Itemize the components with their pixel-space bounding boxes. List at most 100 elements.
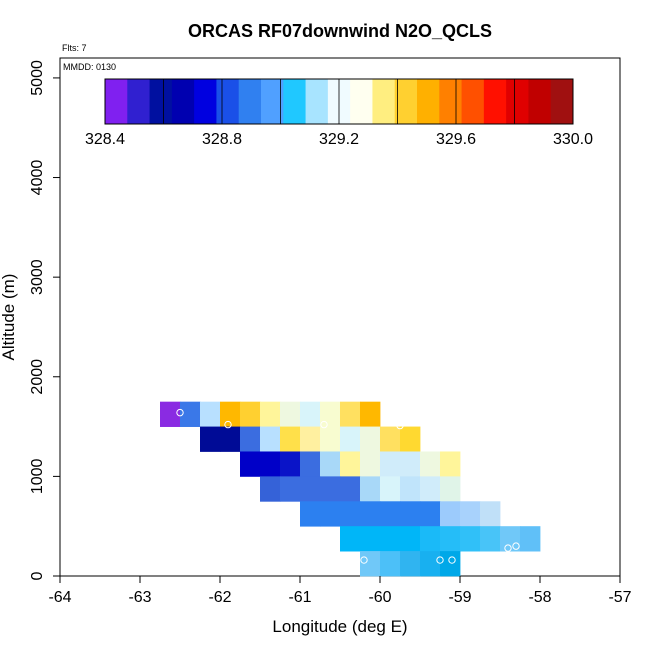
flight-track-points: [176, 408, 520, 564]
heatmap-cell: [380, 451, 401, 477]
heatmap-cell: [220, 401, 241, 427]
heatmap-cell: [380, 551, 401, 577]
colorbar-swatch: [417, 79, 440, 124]
heatmap-cell: [260, 476, 281, 502]
x-tick-label: -57: [608, 589, 631, 606]
colorbar-swatch: [506, 79, 529, 124]
colorbar-swatch: [394, 79, 418, 124]
heatmap-cell: [440, 551, 461, 577]
colorbar-border: [104, 78, 574, 125]
flight-point: [504, 544, 512, 552]
x-tick-label: -64: [48, 589, 71, 606]
heatmap-cell: [280, 401, 301, 427]
x-axis-label: Longitude (deg E): [272, 617, 407, 636]
heatmap-cell: [340, 476, 361, 502]
heatmap-cell: [260, 451, 281, 477]
heatmap-cell: [460, 501, 481, 527]
x-tick-label: -59: [448, 589, 471, 606]
colorbar-swatch: [528, 79, 552, 124]
flight-point: [448, 556, 456, 564]
heatmap-cell: [480, 501, 501, 527]
x-axis: -64 -63 -62 -61 -60 -59 -58 -57: [48, 576, 632, 606]
heatmap-cell: [300, 476, 321, 502]
heatmap-cell: [420, 501, 441, 527]
heatmap-cell: [300, 426, 321, 452]
heatmap-cell: [320, 501, 341, 527]
y-tick-label: 2000: [29, 359, 46, 395]
y-tick-label: 5000: [29, 60, 46, 96]
heatmap-cell: [280, 476, 301, 502]
heatmap-cell: [400, 526, 421, 552]
heatmap-cell: [320, 401, 341, 427]
colorbar-swatch: [372, 79, 396, 124]
heatmap-cell: [420, 451, 441, 477]
heatmap-cell: [380, 426, 401, 452]
colorbar-swatch: [194, 79, 217, 124]
heatmap-cell: [200, 401, 221, 427]
heatmap-cell: [420, 551, 441, 577]
heatmap-cell: [360, 401, 381, 427]
colorbar-swatch: [261, 79, 284, 124]
flight-point: [436, 556, 444, 564]
heatmap-cell: [480, 526, 501, 552]
colorbar-swatch: [461, 79, 485, 124]
heatmap-cell: [260, 426, 281, 452]
colorbar-tick-label: 329.2: [319, 131, 359, 148]
colorbar-swatch: [238, 79, 262, 124]
heatmap-cell: [500, 526, 521, 552]
chart-title: ORCAS RF07downwind N2O_QCLS: [188, 21, 492, 41]
heatmap-cell: [340, 451, 361, 477]
heatmap-cell: [200, 426, 221, 452]
flight-point: [176, 408, 184, 417]
colorbar-tick-label: 328.4: [85, 131, 125, 148]
date-label: MMDD: 0130: [63, 62, 116, 72]
heatmap-cell: [240, 451, 261, 477]
colorbar-tick-label: 330.0: [553, 131, 593, 148]
colorbar-tick-label: 328.8: [202, 131, 242, 148]
heatmap-cell: [340, 401, 361, 427]
colorbar-swatch: [149, 79, 173, 124]
colorbar-swatch: [171, 79, 195, 124]
y-axis: 0 1000 2000 3000 4000 5000: [29, 60, 60, 580]
heatmap-cell: [380, 476, 401, 502]
heatmap-cell: [420, 526, 441, 552]
heatmap-cell: [460, 526, 481, 552]
y-tick-label: 4000: [29, 160, 46, 196]
heatmap-cell: [400, 426, 421, 452]
x-tick-label: -62: [208, 589, 231, 606]
colorbar-swatch: [283, 79, 307, 124]
heatmap-cell: [280, 451, 301, 477]
heatmap-cell: [400, 551, 421, 577]
x-tick-label: -60: [368, 589, 391, 606]
heatmap-cell: [520, 526, 541, 552]
y-tick-label: 3000: [29, 259, 46, 295]
colorbar-tick-label: 329.6: [436, 131, 476, 148]
heatmap-cell: [360, 551, 381, 577]
heatmap-cell: [340, 501, 361, 527]
flight-point: [512, 542, 520, 550]
heatmap-cell: [260, 401, 281, 427]
heatmap-cell: [300, 451, 321, 477]
heatmap-cell: [400, 501, 421, 527]
heatmap-cell: [380, 501, 401, 527]
heatmap-cell: [340, 526, 361, 552]
y-tick-label: 0: [29, 571, 46, 580]
heatmap-cell: [360, 501, 381, 527]
heatmap-cell: [300, 401, 321, 427]
heatmap-cell: [440, 476, 461, 502]
colorbar-swatch: [439, 79, 463, 124]
heatmap-cell: [360, 426, 381, 452]
colorbar-swatch: [350, 79, 373, 124]
colorbar-swatch: [216, 79, 240, 124]
colorbar-swatch: [305, 79, 329, 124]
heatmap-cell: [220, 426, 241, 452]
x-tick-label: -58: [528, 589, 551, 606]
heatmap-cell: [320, 426, 341, 452]
flight-point: [360, 556, 368, 564]
heatmap-cell: [240, 426, 261, 452]
heatmap-cell: [440, 451, 461, 477]
heatmap-cell: [240, 401, 261, 427]
flight-point: [320, 420, 328, 429]
x-tick-label: -61: [288, 589, 311, 606]
